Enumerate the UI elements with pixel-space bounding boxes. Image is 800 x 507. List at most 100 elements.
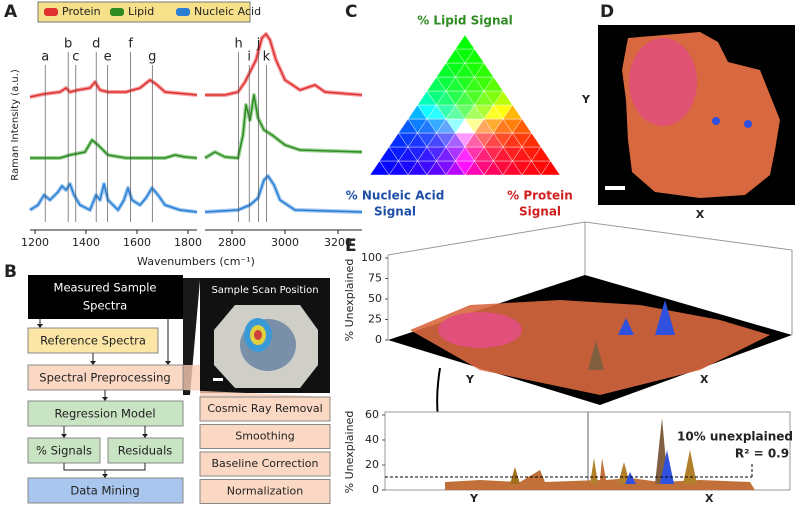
- spectrum: [29, 183, 198, 213]
- spectrum: [205, 33, 363, 96]
- ticks: 0 20 40 60: [365, 408, 385, 496]
- axis-label: Signal: [374, 205, 416, 219]
- arrowhead: [61, 434, 67, 438]
- y-axis-label: Raman Intensity (a.u.): [10, 69, 21, 181]
- spectrum-band: [205, 32, 363, 97]
- box-text: Data Mining: [70, 484, 139, 498]
- legend-swatch: [110, 8, 124, 16]
- box-text: % Signals: [36, 444, 92, 458]
- triangle-cell: [521, 132, 542, 148]
- peak: [660, 450, 674, 484]
- axis-label: X: [700, 373, 709, 386]
- surface-nucleus: [438, 312, 522, 348]
- peak-label: i: [247, 50, 251, 65]
- legend-swatch: [44, 8, 58, 16]
- spectrum: [204, 94, 363, 159]
- triangle-cell: [483, 76, 504, 92]
- axis-label: % Lipid Signal: [417, 14, 513, 28]
- peak-label: a: [41, 50, 49, 65]
- panel-label: A: [4, 2, 18, 22]
- arrowhead: [102, 397, 108, 401]
- legend-label: Protein: [62, 5, 101, 18]
- connector: [183, 365, 330, 397]
- box: [199, 451, 331, 477]
- y-tick-label: 20: [365, 458, 379, 471]
- peak-label: j: [256, 37, 261, 52]
- peak: [625, 472, 636, 484]
- x-tick-label: 1600: [123, 236, 151, 249]
- peak-label: e: [104, 50, 112, 65]
- panel-label: E: [345, 236, 357, 256]
- axis-label: Y: [581, 93, 591, 106]
- peak: [618, 318, 634, 335]
- panel-label: C: [345, 2, 357, 22]
- y-tick-label: 25: [368, 313, 382, 326]
- axis-label: Signal: [519, 205, 561, 219]
- nucleus: [629, 38, 697, 126]
- x-tick-label: 1400: [72, 236, 100, 249]
- axis-label: Y: [465, 373, 475, 386]
- residual-peaks: [510, 418, 697, 484]
- y-tick-label: 100: [361, 251, 382, 264]
- triangle-cell: [540, 160, 561, 176]
- y-tick-label: 0: [372, 483, 379, 496]
- box: [27, 364, 184, 391]
- triangle-cell: [474, 62, 494, 78]
- x-tick-label: 2800: [218, 236, 246, 249]
- box-3d: [387, 221, 793, 340]
- triangle-cell: [531, 146, 551, 162]
- arrowhead: [90, 361, 96, 365]
- box: [27, 400, 184, 427]
- sample: [254, 330, 262, 340]
- peak: [655, 300, 675, 335]
- spectrum: [204, 175, 363, 213]
- arrowhead: [102, 474, 108, 478]
- y-axis-label: % Unexplained: [343, 411, 356, 494]
- x-tick-label: 3000: [271, 236, 299, 249]
- box: [199, 396, 331, 422]
- axis-label: X: [705, 492, 714, 505]
- x-tick-label: 3200: [324, 236, 352, 249]
- arrowhead: [142, 434, 148, 438]
- x-tick-label: 1200: [21, 236, 49, 249]
- peak-label: b: [64, 37, 72, 52]
- box-text: Smoothing: [235, 430, 294, 443]
- arrowhead: [165, 361, 171, 365]
- spot: [712, 117, 720, 125]
- triangle-cell: [455, 34, 475, 50]
- annotation: 10% unexplained: [677, 430, 793, 444]
- peak: [588, 340, 604, 370]
- spot: [744, 120, 752, 128]
- axis-label: Y: [469, 492, 479, 505]
- box-text: Baseline Correction: [211, 457, 318, 470]
- peak-label: g: [148, 50, 156, 65]
- box: [27, 327, 159, 354]
- x-axis-label: Wavenumbers (cm⁻¹): [137, 255, 255, 268]
- axis-label: % Protein: [507, 189, 573, 203]
- axis-label: X: [696, 208, 705, 221]
- peak-label: d: [92, 37, 100, 52]
- arrows: [39, 319, 169, 475]
- ticks: 0 25 50 75 100: [361, 251, 388, 346]
- legend: Protein Lipid Nucleic Acid: [44, 5, 261, 18]
- triangle-cell: [502, 104, 523, 120]
- image-caption: Sample Scan Position: [211, 285, 318, 296]
- step-list: Cosmic Ray Removal Smoothing Baseline Corr…: [199, 396, 331, 504]
- y-tick-label: 75: [368, 272, 382, 285]
- peak-label: c: [72, 50, 79, 65]
- box: [199, 479, 331, 504]
- spectrum-band: [203, 93, 363, 160]
- peak: [510, 467, 520, 484]
- box-text: Spectra: [83, 299, 127, 313]
- box: [107, 437, 184, 464]
- triangle-cell: [464, 48, 485, 64]
- spectrum-band: [29, 78, 198, 99]
- box-text: Regression Model: [54, 407, 155, 421]
- box: [27, 437, 101, 464]
- axis-label: % Nucleic Acid: [346, 189, 445, 203]
- y-tick-label: 60: [365, 408, 379, 421]
- y-axis-label: % Unexplained: [343, 259, 356, 342]
- arrowhead: [37, 324, 43, 328]
- box-text: Reference Spectra: [40, 334, 146, 348]
